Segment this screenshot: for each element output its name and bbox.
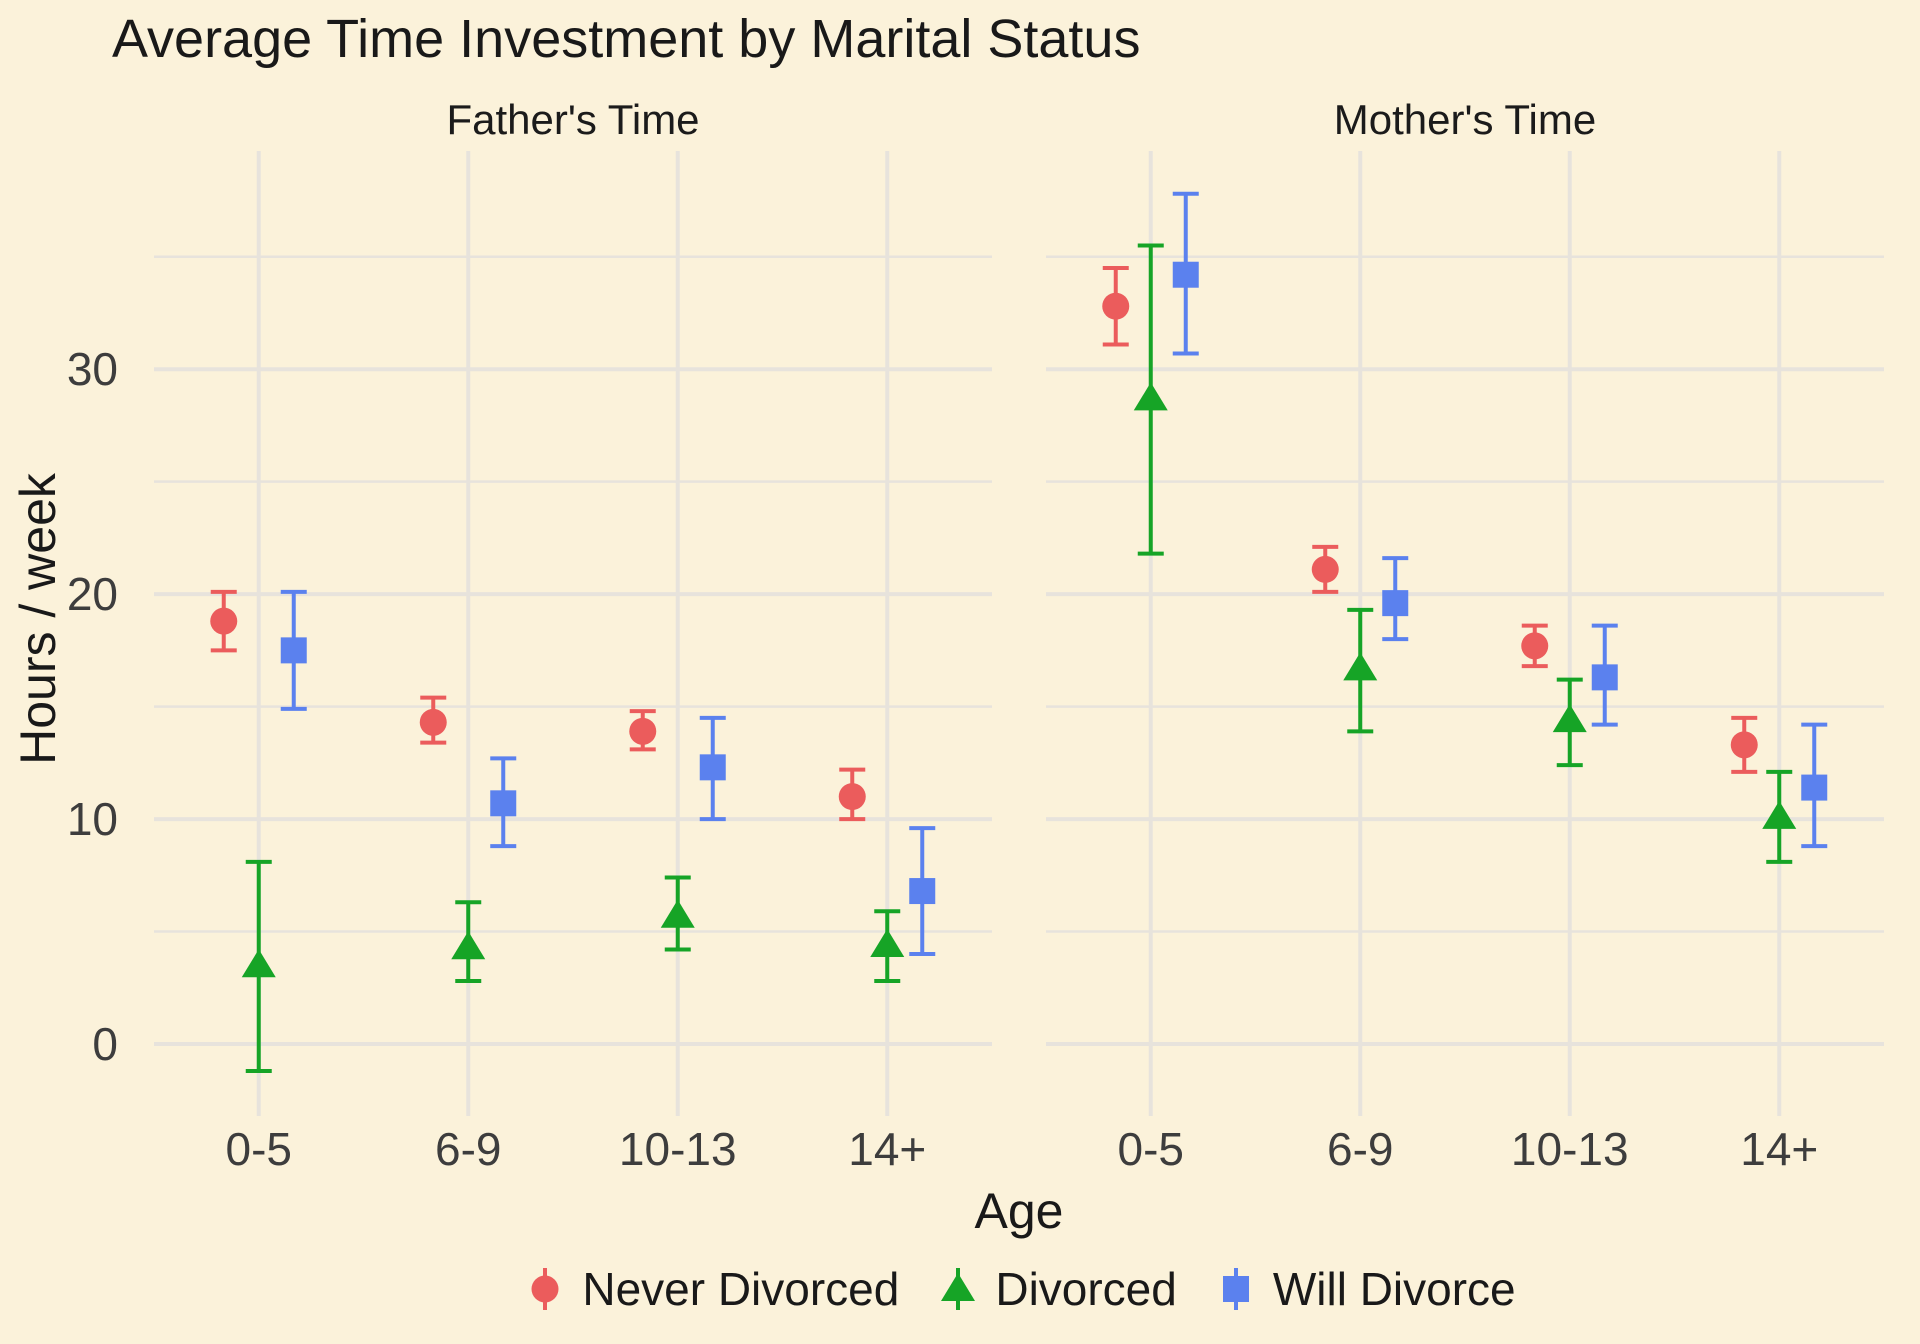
marker-circle (1521, 632, 1549, 660)
marker-square (1172, 261, 1199, 288)
marker-triangle (451, 931, 486, 960)
facet-label-mothers-time: Mother's Time (1333, 96, 1597, 143)
marker-triangle (1133, 382, 1168, 411)
x-tick-label: 6-9 (435, 1123, 501, 1175)
x-tick-label: 0-5 (1118, 1123, 1184, 1175)
x-tick-label: 10-13 (1511, 1123, 1629, 1175)
legend-label-never-divorced: Never Divorced (582, 1263, 900, 1315)
marker-triangle (660, 899, 695, 928)
marker-square (1382, 590, 1409, 617)
legend-item-never-divorced: Never Divorced (522, 1262, 899, 1316)
legend-label-divorced: Divorced (995, 1263, 1177, 1315)
marker-triangle (870, 929, 905, 958)
legend-marker-triangle-icon (941, 1268, 976, 1310)
facet-label-fathers-time: Father's Time (446, 96, 700, 143)
marker-circle (1730, 731, 1758, 759)
marker-triangle (241, 949, 276, 978)
legend-label-will-divorce: Will Divorce (1272, 1263, 1516, 1315)
x-tick-label: 14+ (848, 1123, 926, 1175)
y-tick-label: 30 (67, 343, 118, 395)
marker-square (909, 878, 936, 905)
legend-marker-square-icon (1222, 1268, 1249, 1310)
legend-item-divorced: Divorced (935, 1262, 1177, 1316)
marker-square (280, 637, 307, 664)
marker-circle (419, 708, 447, 736)
marker-circle (838, 783, 866, 811)
x-axis-title: Age (974, 1183, 1064, 1239)
x-tick-label: 0-5 (226, 1123, 292, 1175)
marker-triangle (1343, 652, 1378, 681)
y-tick-label: 10 (67, 793, 118, 845)
marker-square (1801, 774, 1828, 801)
marker-square (1591, 664, 1618, 691)
x-tick-label: 14+ (1740, 1123, 1818, 1175)
marker-circle (1102, 292, 1130, 320)
marker-circle (1311, 555, 1339, 583)
x-tick-label: 10-13 (619, 1123, 737, 1175)
legend: Never Divorced Divorced Will Divorce (154, 1262, 1884, 1316)
marker-triangle (1552, 704, 1587, 733)
marker-square (490, 790, 517, 817)
marker-circle (210, 607, 238, 635)
chart-title: Average Time Investment by Marital Statu… (112, 9, 1141, 69)
x-tick-label: 6-9 (1327, 1123, 1393, 1175)
legend-marker-circle-icon (531, 1268, 559, 1310)
marker-circle (629, 717, 657, 745)
y-tick-label: 20 (67, 568, 118, 620)
marker-triangle (1762, 800, 1797, 829)
legend-item-will-divorce: Will Divorce (1213, 1262, 1516, 1316)
y-axis-title: Hours / week (10, 473, 66, 765)
y-tick-label: 0 (92, 1018, 118, 1070)
marker-square (699, 754, 726, 781)
